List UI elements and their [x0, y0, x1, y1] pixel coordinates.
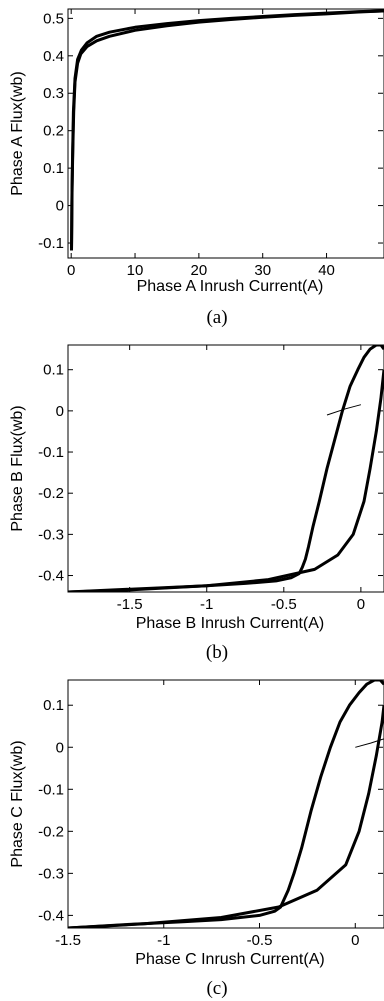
y-tick-label: 0.1	[43, 362, 64, 379]
y-tick-label: -0.3	[38, 526, 64, 543]
x-tick-label: 30	[254, 262, 271, 279]
series-line-1	[70, 9, 384, 251]
y-tick-label: -0.4	[38, 568, 64, 585]
y-tick-label: 0	[56, 739, 64, 756]
series-line-2	[70, 9, 384, 251]
y-tick-label: -0.1	[38, 781, 64, 798]
y-tick-label: 0	[56, 198, 64, 215]
x-tick-label: 0	[357, 596, 365, 613]
x-tick-label: 0	[351, 932, 359, 949]
y-tick-label: 0	[56, 403, 64, 420]
y-tick-label: 0.1	[43, 697, 64, 714]
x-axis-label: Phase A Inrush Current(A)	[137, 278, 324, 295]
x-tick-label: -0.5	[247, 932, 273, 949]
y-tick-label: -0.2	[38, 823, 64, 840]
panel-caption: (c)	[206, 978, 227, 999]
y-tick-label: 0.3	[43, 85, 64, 102]
x-tick-label: 10	[127, 262, 144, 279]
x-tick-label: -1	[200, 596, 213, 613]
panel-2: -1.5 -1 -0.5 0 -0.4 -0.3 -0.2 -0.1 0 0.1 Phase B I…	[9, 344, 384, 663]
y-tick-label: 0.4	[43, 48, 64, 65]
y-tick-label: 0.2	[43, 123, 64, 140]
y-tick-label: -0.1	[38, 444, 64, 461]
axes-frame	[67, 679, 384, 929]
y-tick-label: 0.1	[43, 160, 64, 177]
axes-frame	[67, 8, 384, 259]
series-line-1	[68, 680, 384, 928]
x-axis-label: Phase C Inrush Current(A)	[135, 951, 324, 968]
series-line-3	[355, 738, 384, 748]
y-axis-label: Phase A Flux(wb)	[9, 71, 26, 196]
y-tick-label: -0.2	[38, 485, 64, 502]
x-tick-label: -1	[157, 932, 170, 949]
panel-3: -1.5 -1 -0.5 0 -0.4 -0.3 -0.2 -0.1 0 0.1 Phase C I…	[9, 679, 384, 999]
panel-caption: (a)	[206, 307, 227, 328]
x-tick-label: -1.5	[55, 932, 81, 949]
panel-caption: (b)	[206, 642, 228, 663]
series-line-3	[326, 404, 362, 416]
series-line-2	[68, 705, 384, 928]
x-tick-label: -0.5	[271, 596, 297, 613]
x-tick-label: 40	[318, 262, 335, 279]
y-axis-label: Phase C Flux(wb)	[9, 740, 26, 867]
x-axis-label: Phase B Inrush Current(A)	[136, 615, 325, 632]
y-tick-label: -0.3	[38, 865, 64, 882]
x-tick-label: 20	[191, 262, 208, 279]
y-axis-label: Phase B Flux(wb)	[9, 405, 26, 531]
x-tick-label: -1.5	[117, 596, 143, 613]
y-tick-label: 0.5	[43, 10, 64, 27]
series-line-2	[68, 369, 384, 592]
axes-frame	[67, 344, 384, 593]
y-tick-label: -0.1	[38, 235, 64, 252]
y-tick-label: -0.4	[38, 907, 64, 924]
x-tick-label: 0	[67, 262, 75, 279]
